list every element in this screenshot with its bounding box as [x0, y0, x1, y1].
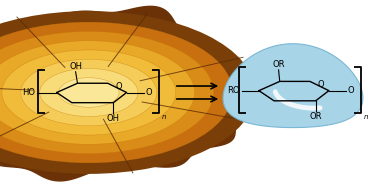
Text: RO: RO: [227, 86, 239, 95]
Text: HO: HO: [22, 88, 35, 97]
Polygon shape: [223, 44, 363, 128]
Circle shape: [2, 50, 176, 135]
Circle shape: [0, 41, 195, 144]
Circle shape: [0, 22, 232, 163]
Circle shape: [0, 31, 214, 154]
Text: OH: OH: [107, 114, 120, 123]
Text: O: O: [318, 80, 325, 89]
Text: n: n: [162, 114, 166, 120]
Text: O: O: [348, 86, 355, 95]
Circle shape: [21, 59, 157, 126]
Circle shape: [59, 78, 119, 107]
Text: n: n: [364, 114, 369, 120]
Polygon shape: [0, 6, 273, 181]
Text: O: O: [146, 88, 152, 97]
Circle shape: [40, 68, 138, 117]
Circle shape: [0, 11, 255, 174]
Text: OR: OR: [309, 112, 322, 121]
Text: OH: OH: [69, 62, 82, 71]
Text: OR: OR: [272, 60, 285, 69]
Text: O: O: [116, 82, 122, 91]
